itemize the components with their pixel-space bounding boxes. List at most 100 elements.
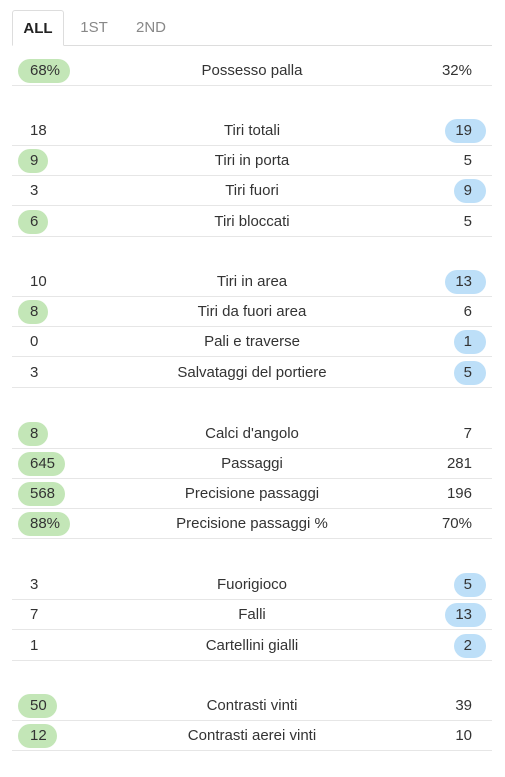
home-value-badge: 7 (30, 606, 39, 623)
stat-row: 8 Calci d'angolo 7 (12, 419, 492, 449)
away-value: 39 (416, 691, 486, 721)
away-value-badge: 196 (446, 485, 472, 502)
stat-label: Fuorigioco (216, 576, 288, 593)
stat-label: Tiri da fuori area (197, 303, 307, 320)
away-value: 70% (416, 509, 486, 539)
away-value: 5 (416, 358, 486, 388)
home-value: 88% (18, 509, 88, 539)
home-value: 0 (18, 327, 88, 357)
stat-label: Precisione passaggi % (176, 515, 328, 532)
stat-label: Passaggi (221, 455, 283, 472)
away-value-badge: 281 (446, 455, 472, 472)
away-value-badge: 19 (445, 119, 486, 143)
home-value: 6 (18, 207, 88, 237)
home-value: 7 (18, 600, 88, 630)
stat-row: 7 Falli 13 (12, 600, 492, 630)
away-value: 13 (416, 267, 486, 297)
stat-label: Tiri in area (216, 273, 288, 290)
home-value-badge: 88% (18, 512, 71, 536)
away-value: 2 (416, 631, 486, 661)
away-value: 6 (416, 297, 486, 327)
stat-row: 88% Precisione passaggi % 70% (12, 509, 492, 539)
stat-row: 9 Tiri in porta 5 (12, 146, 492, 176)
away-value: 13 (416, 600, 486, 630)
away-value-badge: 32% (441, 62, 472, 79)
home-value: 3 (18, 358, 88, 388)
away-value: 19 (416, 116, 486, 146)
stat-label: Calci d'angolo (205, 425, 299, 442)
stat-row: 8 Tiri da fuori area 6 (12, 297, 492, 327)
stat-label: Cartellini gialli (205, 637, 299, 654)
away-value: 32% (416, 56, 486, 86)
home-value: 68% (18, 56, 88, 86)
home-value: 8 (18, 419, 88, 449)
stat-row: 68% Possesso palla 32% (12, 56, 492, 86)
stat-row: 10 Tiri in area 13 (12, 267, 492, 297)
away-value-badge: 39 (455, 697, 472, 714)
stat-row: 12 Contrasti aerei vinti 10 (12, 721, 492, 751)
home-value: 12 (18, 721, 88, 751)
away-value: 7 (416, 419, 486, 449)
stat-row: 645 Passaggi 281 (12, 449, 492, 479)
home-value-badge: 50 (18, 694, 57, 718)
away-value: 5 (416, 146, 486, 176)
stat-row: 568 Precisione passaggi 196 (12, 479, 492, 509)
away-value-badge: 13 (445, 270, 486, 294)
period-tabs: ALL 1ST 2ND (12, 10, 492, 46)
home-value: 9 (18, 146, 88, 176)
away-value: 10 (416, 721, 486, 751)
away-value-badge: 5 (453, 573, 486, 597)
stat-row: 3 Tiri fuori 9 (12, 176, 492, 206)
stat-row: 50 Contrasti vinti 39 (12, 691, 492, 721)
stat-row: 3 Salvataggi del portiere 5 (12, 358, 492, 388)
stat-label: Tiri fuori (225, 182, 279, 199)
stat-label: Contrasti vinti (206, 697, 298, 714)
home-value-badge: 10 (30, 273, 47, 290)
away-value-badge: 5 (463, 213, 472, 230)
home-value-badge: 8 (18, 300, 49, 324)
away-value-badge: 70% (441, 515, 472, 532)
away-value-badge: 1 (453, 330, 486, 354)
home-value-badge: 18 (30, 122, 47, 139)
away-value-badge: 13 (445, 603, 486, 627)
away-value: 196 (416, 479, 486, 509)
home-value-badge: 68% (18, 59, 71, 83)
home-value-badge: 1 (30, 637, 39, 654)
home-value: 10 (18, 267, 88, 297)
home-value: 645 (18, 449, 88, 479)
stat-label: Precisione passaggi (184, 485, 320, 502)
home-value: 18 (18, 116, 88, 146)
stat-label: Salvataggi del portiere (177, 364, 327, 381)
away-value-badge: 9 (453, 179, 486, 203)
tab-all[interactable]: ALL (12, 10, 64, 46)
away-value-badge: 5 (463, 152, 472, 169)
home-value: 8 (18, 297, 88, 327)
home-value-badge: 0 (30, 333, 39, 350)
stat-row: 6 Tiri bloccati 5 (12, 207, 492, 237)
home-value-badge: 3 (30, 576, 39, 593)
home-value-badge: 9 (18, 149, 49, 173)
stat-row: 1 Cartellini gialli 2 (12, 631, 492, 661)
home-value: 568 (18, 479, 88, 509)
away-value: 1 (416, 327, 486, 357)
away-value: 5 (416, 570, 486, 600)
home-value-badge: 645 (18, 452, 66, 476)
stat-row: 18 Tiri totali 19 (12, 116, 492, 146)
home-value-badge: 12 (18, 724, 57, 748)
tab-first-half[interactable]: 1ST (80, 19, 108, 36)
home-value-badge: 3 (30, 182, 39, 199)
stat-label: Contrasti aerei vinti (187, 727, 317, 744)
away-value-badge: 2 (453, 634, 486, 658)
home-value-badge: 6 (18, 210, 49, 234)
home-value-badge: 568 (18, 482, 66, 506)
home-value: 1 (18, 631, 88, 661)
away-value: 5 (416, 207, 486, 237)
stat-label: Falli (238, 606, 266, 623)
home-value: 50 (18, 691, 88, 721)
tab-second-half[interactable]: 2ND (135, 19, 166, 36)
away-value-badge: 10 (455, 727, 472, 744)
away-value-badge: 5 (453, 361, 486, 385)
home-value-badge: 8 (18, 422, 49, 446)
away-value: 9 (416, 176, 486, 206)
home-value: 3 (18, 570, 88, 600)
